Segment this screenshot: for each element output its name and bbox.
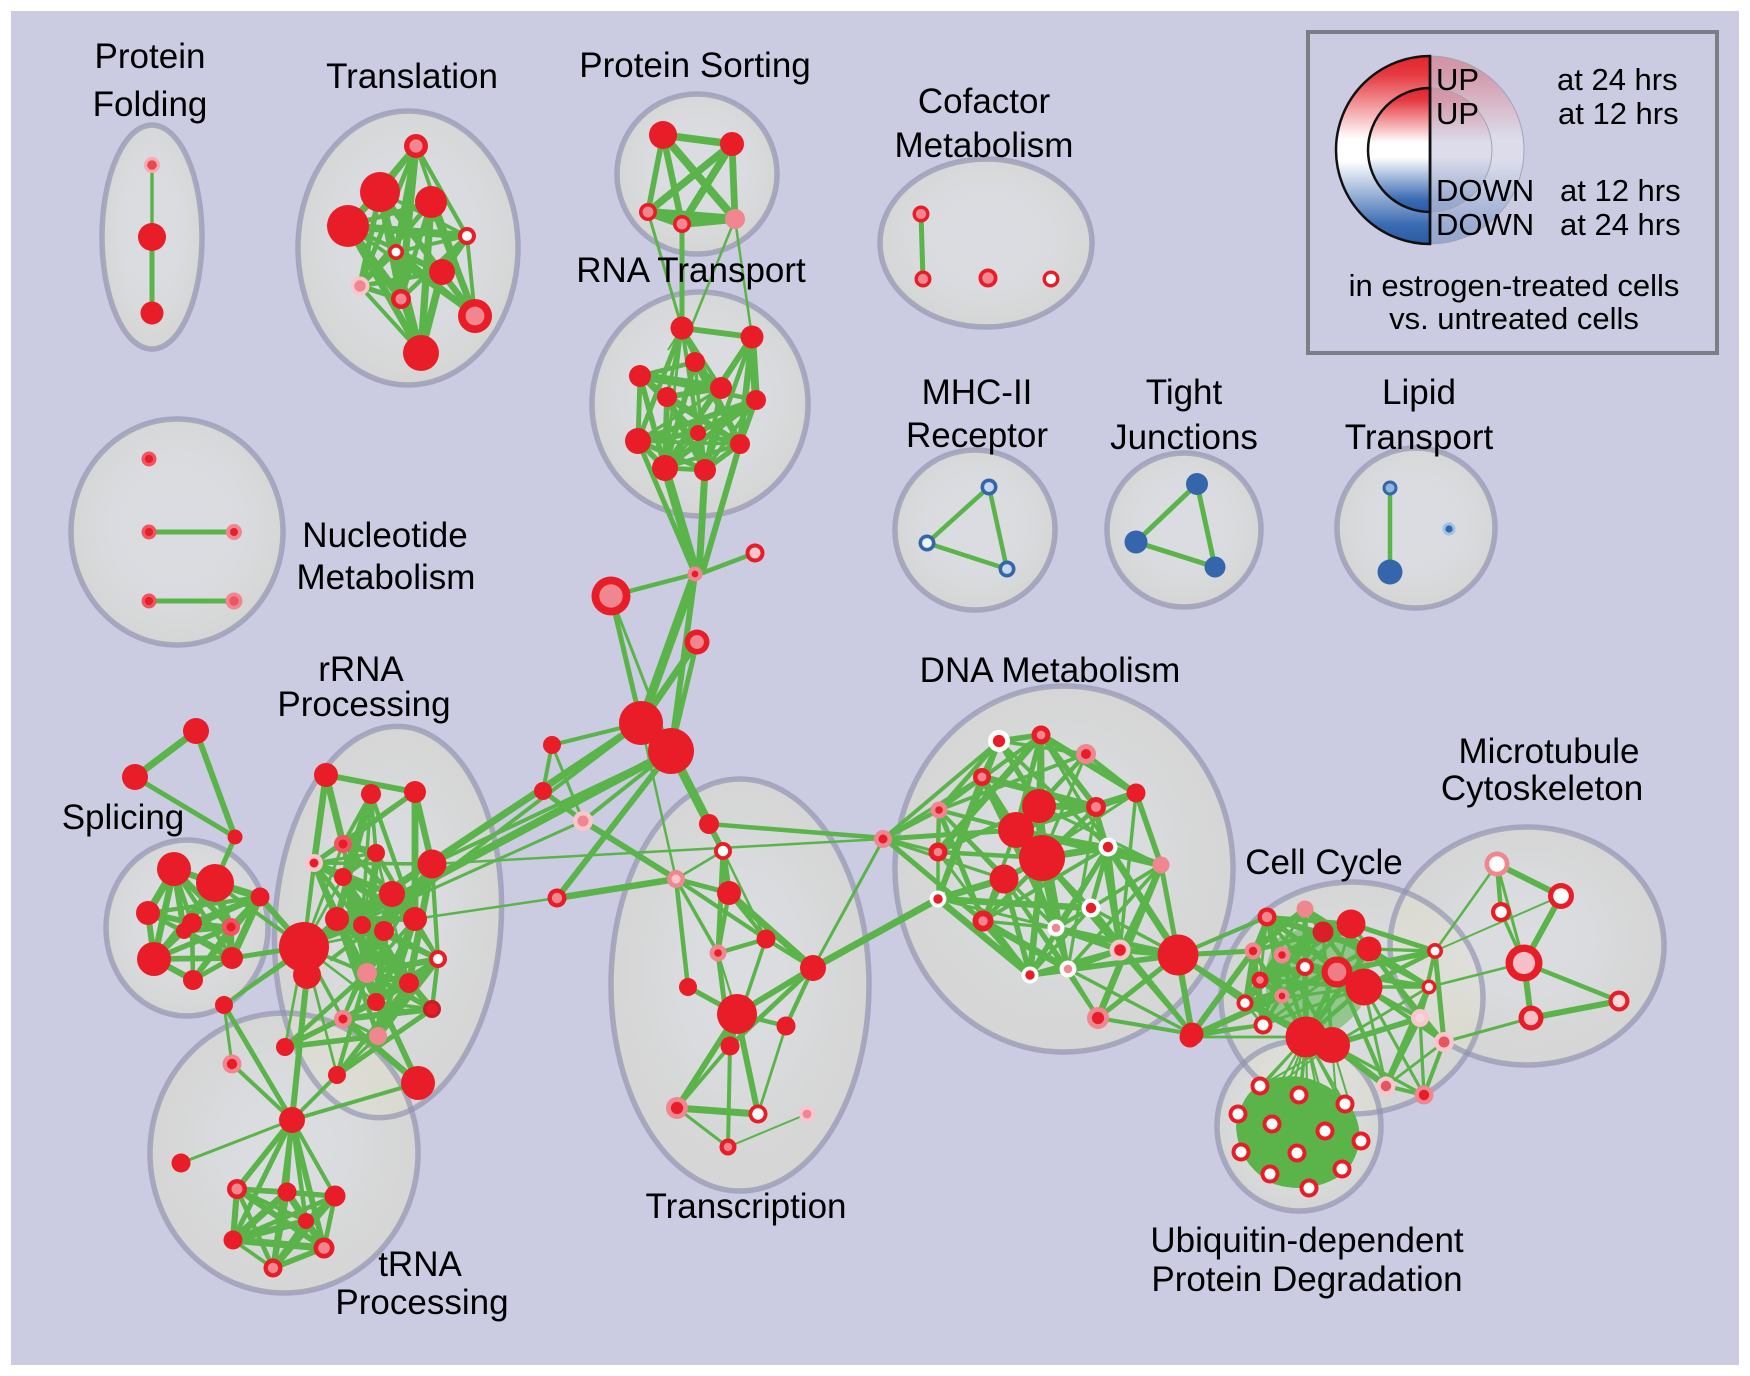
svg-text:UP: UP (1436, 96, 1479, 131)
svg-text:Cell Cycle: Cell Cycle (1245, 843, 1403, 882)
svg-text:Junctions: Junctions (1110, 418, 1258, 457)
svg-text:MHC-II: MHC-II (922, 373, 1033, 412)
svg-text:Folding: Folding (93, 85, 208, 124)
svg-text:DNA Metabolism: DNA Metabolism (920, 651, 1181, 690)
svg-text:Processing: Processing (277, 685, 450, 724)
svg-text:Protein Degradation: Protein Degradation (1151, 1260, 1462, 1299)
svg-text:at 24 hrs: at 24 hrs (1557, 62, 1678, 97)
svg-text:Cytoskeleton: Cytoskeleton (1441, 769, 1643, 808)
svg-text:RNA Transport: RNA Transport (576, 251, 806, 290)
svg-text:Transport: Transport (1345, 418, 1494, 457)
svg-text:UP: UP (1436, 62, 1479, 97)
svg-text:Receptor: Receptor (906, 416, 1048, 455)
svg-text:Translation: Translation (326, 57, 498, 96)
svg-text:DOWN: DOWN (1436, 173, 1534, 208)
svg-text:Protein: Protein (95, 37, 206, 76)
svg-text:DOWN: DOWN (1436, 207, 1534, 242)
svg-text:Splicing: Splicing (62, 798, 185, 837)
svg-text:Cofactor: Cofactor (918, 82, 1051, 121)
svg-text:Microtubule: Microtubule (1459, 732, 1640, 771)
svg-text:Processing: Processing (335, 1283, 508, 1322)
svg-text:Metabolism: Metabolism (895, 126, 1074, 165)
svg-text:Transcription: Transcription (646, 1187, 847, 1226)
svg-text:at 24 hrs: at 24 hrs (1560, 207, 1681, 242)
svg-text:tRNA: tRNA (378, 1245, 462, 1284)
svg-text:vs. untreated cells: vs. untreated cells (1389, 301, 1639, 336)
svg-text:Nucleotide: Nucleotide (302, 516, 467, 555)
svg-text:Metabolism: Metabolism (297, 558, 476, 597)
svg-text:in estrogen-treated cells: in estrogen-treated cells (1349, 268, 1680, 303)
svg-text:at 12 hrs: at 12 hrs (1560, 173, 1681, 208)
svg-text:rRNA: rRNA (318, 650, 404, 689)
svg-text:at 12 hrs: at 12 hrs (1558, 96, 1679, 131)
svg-text:Ubiquitin-dependent: Ubiquitin-dependent (1150, 1221, 1464, 1260)
svg-text:Tight: Tight (1146, 373, 1223, 412)
svg-text:Protein Sorting: Protein Sorting (579, 46, 811, 85)
svg-text:Lipid: Lipid (1382, 373, 1456, 412)
